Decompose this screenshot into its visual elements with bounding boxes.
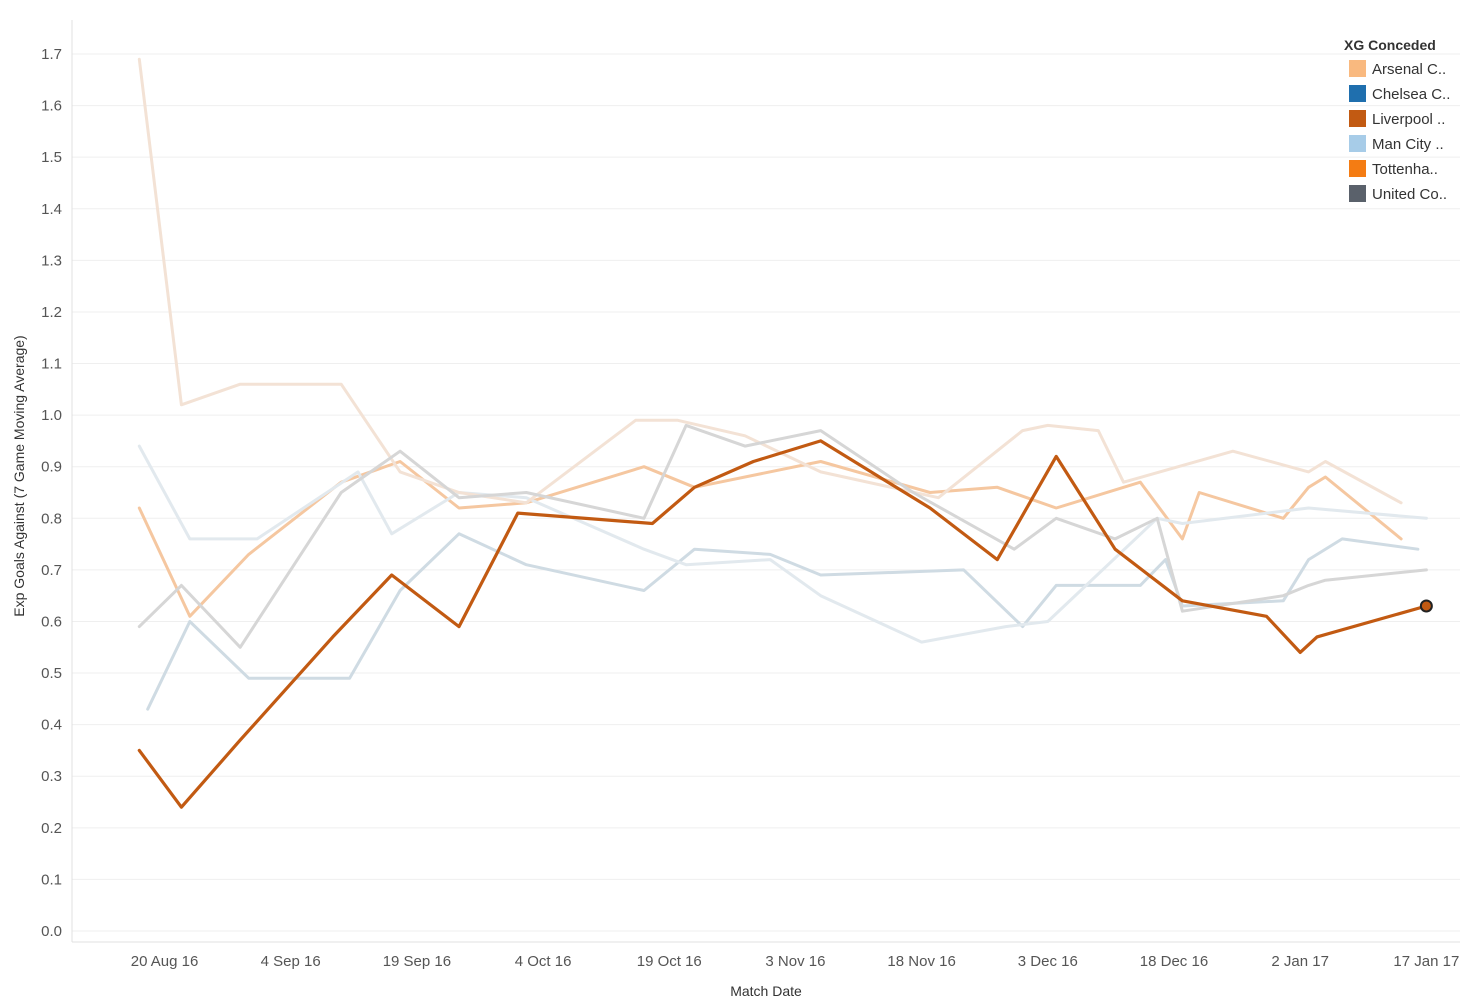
legend-label: Arsenal C.. — [1372, 61, 1446, 78]
legend-label: Man City .. — [1372, 136, 1444, 153]
legend-label: Chelsea C.. — [1372, 86, 1450, 103]
x-tick-label: 19 Sep 16 — [383, 953, 451, 970]
gridlines — [72, 53, 1460, 932]
series-line-liverpool[interactable] — [137, 439, 1429, 809]
legend-item-chelsea-c[interactable]: Chelsea C.. — [1349, 85, 1450, 103]
x-axis-title: Match Date — [730, 983, 802, 999]
y-tick-label: 1.2 — [41, 304, 62, 321]
series-line-tottenha[interactable] — [137, 57, 1403, 505]
legend-swatch — [1349, 135, 1366, 152]
x-tick-label: 17 Jan 17 — [1393, 953, 1459, 970]
x-tick-label: 4 Oct 16 — [515, 953, 572, 970]
legend-title: XG Conceded — [1344, 37, 1436, 53]
y-tick-label: 0.7 — [41, 562, 62, 579]
legend-item-arsenal-c[interactable]: Arsenal C.. — [1349, 60, 1446, 78]
series-line-arsenal-c[interactable] — [137, 460, 1403, 618]
legend-item-united-co[interactable]: United Co.. — [1349, 185, 1447, 203]
y-tick-label: 1.4 — [41, 201, 62, 218]
x-axis-ticks: 20 Aug 16 4 Sep 16 19 Sep 16 4 Oct 16 19 Oct… — [131, 953, 1460, 970]
legend-item-man-city[interactable]: Man City .. — [1349, 135, 1444, 153]
legend-swatch — [1349, 110, 1366, 127]
x-tick-label: 4 Sep 16 — [261, 953, 321, 970]
y-tick-label: 1.3 — [41, 252, 62, 269]
y-tick-label: 0.0 — [41, 923, 62, 940]
legend-item-liverpool[interactable]: Liverpool .. — [1349, 110, 1445, 128]
y-tick-label: 0.3 — [41, 768, 62, 785]
legend-items[interactable]: Arsenal C.. Chelsea C.. Liverpool .. Man Ci… — [1349, 60, 1450, 203]
y-axis-ticks: 0.0 0.1 0.2 0.3 0.4 0.5 0.6 0.7 0.8 0.9 1.0 1.1 1.2 1… — [41, 46, 62, 940]
highlight-point[interactable] — [1419, 599, 1433, 613]
x-tick-label: 20 Aug 16 — [131, 953, 199, 970]
x-tick-label: 18 Nov 16 — [887, 953, 955, 970]
y-tick-label: 0.2 — [41, 820, 62, 837]
x-tick-label: 3 Nov 16 — [765, 953, 825, 970]
legend-label: United Co.. — [1372, 186, 1447, 203]
legend-swatch — [1349, 85, 1366, 102]
y-tick-label: 1.7 — [41, 46, 62, 63]
y-tick-label: 0.1 — [41, 871, 62, 888]
y-tick-label: 0.5 — [41, 665, 62, 682]
legend-swatch — [1349, 185, 1366, 202]
legend[interactable]: XG Conceded Arsenal C.. Chelsea C.. Liverp… — [1344, 37, 1450, 203]
x-tick-label: 19 Oct 16 — [637, 953, 702, 970]
legend-label: Liverpool .. — [1372, 111, 1445, 128]
series-line-man-city[interactable] — [137, 444, 1428, 644]
y-tick-label: 1.6 — [41, 98, 62, 115]
x-tick-label: 2 Jan 17 — [1271, 953, 1329, 970]
y-tick-label: 0.4 — [41, 717, 62, 734]
y-axis-title: Exp Goals Against (7 Game Moving Average… — [11, 335, 27, 616]
y-tick-label: 1.0 — [41, 407, 62, 424]
y-tick-label: 1.5 — [41, 149, 62, 166]
y-tick-label: 0.9 — [41, 459, 62, 476]
y-tick-label: 0.6 — [41, 613, 62, 630]
series-lines — [137, 57, 1433, 809]
legend-label: Tottenha.. — [1372, 161, 1438, 178]
x-tick-label: 3 Dec 16 — [1018, 953, 1078, 970]
x-tick-label: 18 Dec 16 — [1140, 953, 1208, 970]
series-line-united-co[interactable] — [137, 423, 1428, 649]
legend-swatch — [1349, 60, 1366, 77]
y-tick-label: 0.8 — [41, 510, 62, 527]
series-line-chelsea-c[interactable] — [146, 532, 1420, 711]
legend-swatch — [1349, 160, 1366, 177]
y-tick-label: 1.1 — [41, 356, 62, 373]
legend-item-tottenha[interactable]: Tottenha.. — [1349, 160, 1438, 178]
